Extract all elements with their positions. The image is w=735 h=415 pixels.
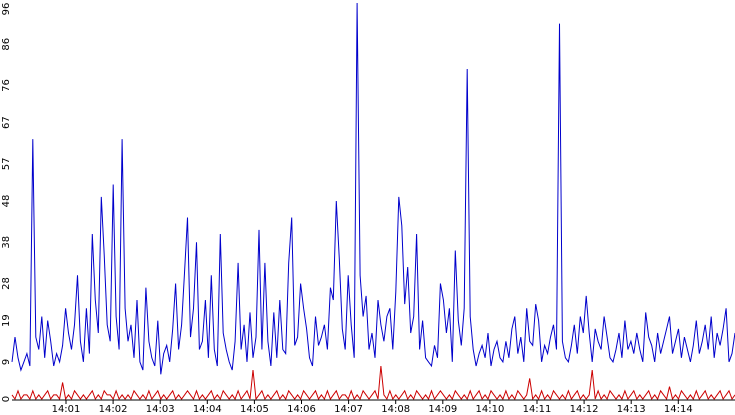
x-tick-label: 14:12 — [570, 404, 599, 415]
series-layer — [11, 2, 735, 401]
x-tick-label: 14:03 — [146, 404, 175, 415]
x-tick-label: 14:05 — [240, 404, 269, 415]
y-tick-label: 76 — [1, 79, 12, 92]
x-tick-label: 14:14 — [664, 404, 693, 415]
y-tick-label: 19 — [1, 314, 12, 327]
series-line-1 — [11, 2, 735, 375]
x-tick-label: 14:02 — [99, 404, 128, 415]
y-tick-label: 9 — [1, 359, 12, 365]
x-tick-label: 14:13 — [617, 404, 646, 415]
y-tick-label: 48 — [1, 195, 12, 208]
x-tick-label: 14:01 — [52, 404, 81, 415]
x-tick-label: 14:06 — [287, 404, 316, 415]
x-tick-label: 14:08 — [381, 404, 410, 415]
y-tick-label: 57 — [1, 158, 12, 171]
x-tick-label: 14:10 — [475, 404, 504, 415]
x-tick-label: 14:09 — [428, 404, 457, 415]
y-tick-label: 86 — [1, 38, 12, 51]
series-line-2 — [11, 365, 735, 401]
y-tick-label: 96 — [1, 3, 12, 16]
x-tick-label: 14:04 — [193, 404, 222, 415]
y-tick-label: 67 — [1, 116, 12, 129]
y-tick-label: 28 — [1, 277, 12, 290]
y-tick-label: 38 — [1, 236, 12, 249]
x-tick-label: 14:11 — [523, 404, 552, 415]
y-tick-label: 0 — [1, 396, 12, 402]
axis-layer: 0 9 19 28 38 48 57 67 76 86 96 14:01 14:02 14:03 14:04… — [1, 3, 735, 415]
x-tick-label: 14:07 — [334, 404, 363, 415]
